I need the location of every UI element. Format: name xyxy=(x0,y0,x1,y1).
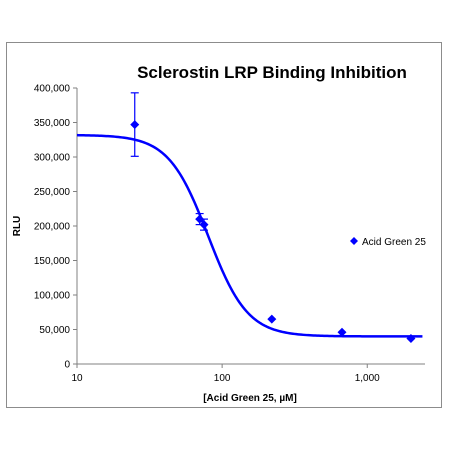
plot-area xyxy=(76,88,425,365)
y-tick-label: 250,000 xyxy=(34,187,71,198)
y-tick-label: 400,000 xyxy=(34,84,71,95)
y-tick-label: 200,000 xyxy=(34,222,71,233)
x-tick-label: 10 xyxy=(71,373,83,384)
y-ticks: 0 50,000 100,000 150,000 200,000 250,000 300,0… xyxy=(34,84,77,371)
fit-curve xyxy=(76,133,423,338)
y-tick-label: 150,000 xyxy=(34,256,71,267)
x-ticks: 10 100 1,000 xyxy=(71,364,380,384)
data-point xyxy=(406,333,416,343)
y-tick-label: 300,000 xyxy=(34,153,71,164)
y-tick-label: 100,000 xyxy=(34,291,71,302)
data-point xyxy=(337,327,347,337)
chart-frame xyxy=(6,42,442,408)
y-tick-label: 350,000 xyxy=(34,118,71,129)
y-tick-label: 50,000 xyxy=(39,325,70,336)
x-tick-label: 1,000 xyxy=(355,373,380,384)
data-point xyxy=(195,214,205,224)
chart-title: Sclerostin LRP Binding Inhibition xyxy=(137,63,407,82)
legend-marker xyxy=(350,237,358,245)
data-point xyxy=(199,220,209,230)
data-point xyxy=(267,314,277,324)
data-points xyxy=(130,92,416,343)
legend: Acid Green 25 xyxy=(350,237,426,248)
data-point xyxy=(130,120,140,130)
y-axis-label: RLU xyxy=(12,216,23,237)
x-axis-label: [Acid Green 25, µM] xyxy=(203,393,297,404)
y-tick-label: 0 xyxy=(64,360,70,371)
x-tick-label: 100 xyxy=(214,373,231,384)
legend-label: Acid Green 25 xyxy=(362,237,426,248)
